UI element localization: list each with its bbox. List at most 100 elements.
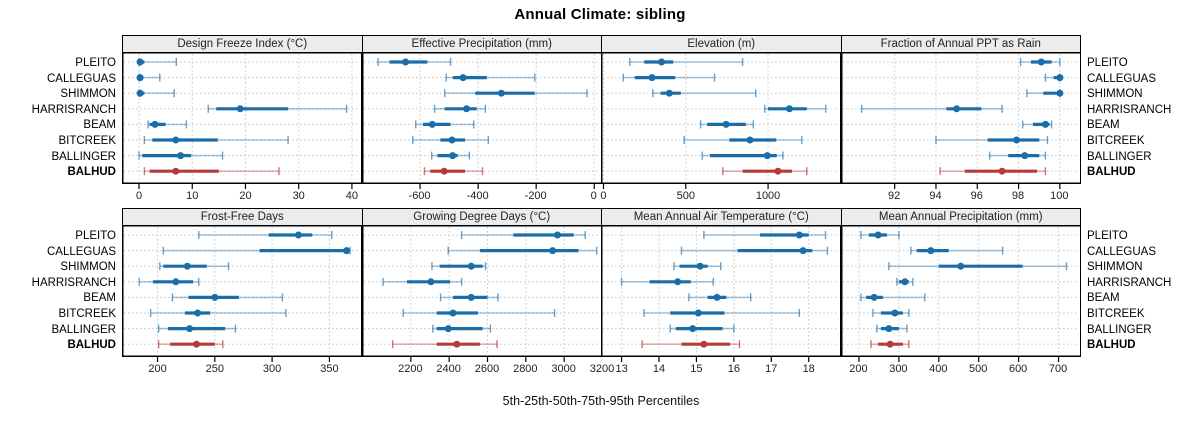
panel-plot-4 — [122, 225, 363, 357]
x-axis-ticks-6 — [620, 357, 810, 362]
site-label-right-beam: BEAM — [1087, 292, 1120, 305]
median-dot — [211, 293, 219, 301]
x-tick-label: 40 — [345, 190, 359, 202]
median-dot — [136, 58, 144, 66]
percentile-series-pleito — [376, 58, 451, 66]
median-dot — [694, 309, 702, 317]
site-label-left-bitcreek: BITCREEK — [58, 135, 116, 147]
median-dot — [956, 262, 964, 270]
x-axis-ticks-7 — [857, 357, 1059, 362]
percentile-series-harrisranch — [620, 277, 714, 286]
percentile-series-pleito — [1019, 58, 1061, 66]
panel-plot-2 — [601, 52, 842, 184]
site-label-right-beam: BEAM — [1087, 119, 1120, 132]
site-label-right-bitcreek: BITCREEK — [1087, 135, 1145, 147]
site-label-left-shimmon: SHIMMON — [60, 261, 116, 274]
percentile-series-calleguas — [162, 246, 351, 255]
percentile-series-pleito — [703, 231, 827, 239]
median-dot — [746, 136, 754, 144]
x-tick-label: 2600 — [474, 363, 500, 375]
percentile-series-beam — [439, 293, 499, 302]
percentile-series-bitcreek — [143, 136, 289, 144]
median-dot — [1055, 89, 1063, 97]
median-dot — [774, 167, 782, 175]
x-tick-label: 250 — [205, 363, 224, 375]
percentile-series-balhud — [391, 340, 498, 349]
median-dot — [874, 231, 882, 239]
x-tick-label: 100 — [1050, 190, 1069, 202]
percentile-series-harrisranch — [138, 277, 200, 286]
site-label-right-shimmon: SHIMMON — [1087, 88, 1143, 101]
median-dot — [1041, 120, 1049, 128]
percentile-series-beam — [1021, 120, 1052, 129]
percentile-series-harrisranch — [860, 104, 1003, 113]
x-tick-label: 0 — [600, 190, 607, 202]
x-tick-label: 500 — [676, 190, 695, 202]
median-dot — [136, 89, 144, 97]
median-dot — [799, 247, 807, 255]
x-tick-label: 2400 — [436, 363, 461, 375]
x-tick-label: -400 — [466, 190, 489, 202]
median-dot — [462, 105, 470, 113]
x-tick-label: 20 — [239, 190, 252, 202]
panel-title: Growing Degree Days (°C) — [413, 211, 551, 223]
percentile-series-ballinger — [430, 151, 470, 160]
panel-strip-4: Frost-Free Days — [122, 208, 363, 226]
median-dot — [467, 262, 475, 270]
site-label-right-pleito: PLEITO — [1087, 57, 1128, 69]
percentile-series-bitcreek — [934, 136, 1048, 144]
panel-strip-7: Mean Annual Precipitation (mm) — [840, 208, 1081, 226]
percentile-series-pleito — [460, 231, 586, 239]
median-dot — [722, 120, 730, 128]
x-tick-label: 3200 — [589, 363, 615, 375]
median-dot — [236, 105, 244, 113]
median-dot — [186, 325, 194, 333]
percentile-series-balhud — [423, 167, 483, 176]
panel-strip-1: Effective Precipitation (mm) — [361, 35, 602, 53]
panel-title: Mean Annual Precipitation (mm) — [878, 211, 1043, 223]
median-dot — [459, 74, 467, 82]
percentile-series-shimmon — [652, 89, 757, 98]
site-label-right-balhud: BALHUD — [1087, 339, 1136, 352]
median-dot — [192, 340, 200, 348]
x-tick-label: -600 — [408, 190, 431, 202]
median-dot — [183, 262, 191, 270]
x-axis-title: 5th-25th-50th-75th-95th Percentiles — [502, 394, 700, 408]
x-tick-label: 30 — [292, 190, 305, 202]
percentile-series-shimmon — [136, 89, 175, 98]
percentile-series-ballinger — [988, 151, 1046, 160]
x-tick-label: 15 — [690, 363, 703, 375]
x-axis-ticks-0 — [138, 184, 353, 189]
percentile-series-calleguas — [680, 246, 829, 255]
median-dot — [449, 309, 457, 317]
x-tick-label: 2200 — [398, 363, 423, 375]
site-label-left-calleguas: CALLEGUAS — [46, 245, 116, 258]
median-dot — [548, 247, 556, 255]
site-label-left-balhud: BALHUD — [67, 166, 116, 179]
panel-plot-7 — [840, 225, 1081, 357]
percentile-series-harrisranch — [381, 277, 462, 286]
panel-title: Elevation (m) — [687, 38, 756, 50]
panel-border — [840, 52, 1081, 184]
site-label-right-harrisranch: HARRISRANCH — [1087, 103, 1172, 116]
site-label-left-beam: BEAM — [83, 119, 116, 132]
x-tick-label: 92 — [888, 190, 901, 202]
median-dot — [1012, 136, 1020, 144]
median-dot — [136, 74, 144, 82]
percentile-series-calleguas — [447, 246, 597, 255]
site-label-left-harrisranch: HARRISRANCH — [31, 103, 116, 116]
median-dot — [952, 105, 960, 113]
percentile-series-harrisranch — [207, 104, 348, 113]
median-dot — [689, 325, 697, 333]
median-dot — [926, 247, 934, 255]
panel-title: Design Freeze Index (°C) — [177, 38, 308, 50]
median-dot — [426, 278, 434, 286]
percentile-series-calleguas — [136, 73, 161, 82]
percentile-series-calleguas — [622, 73, 716, 82]
panel-plot-1 — [361, 52, 602, 184]
percentile-series-shimmon — [673, 262, 722, 271]
panel-title: Fraction of Annual PPT as Rain — [880, 38, 1041, 50]
panel-plot-6 — [601, 225, 842, 357]
median-dot — [194, 309, 202, 317]
